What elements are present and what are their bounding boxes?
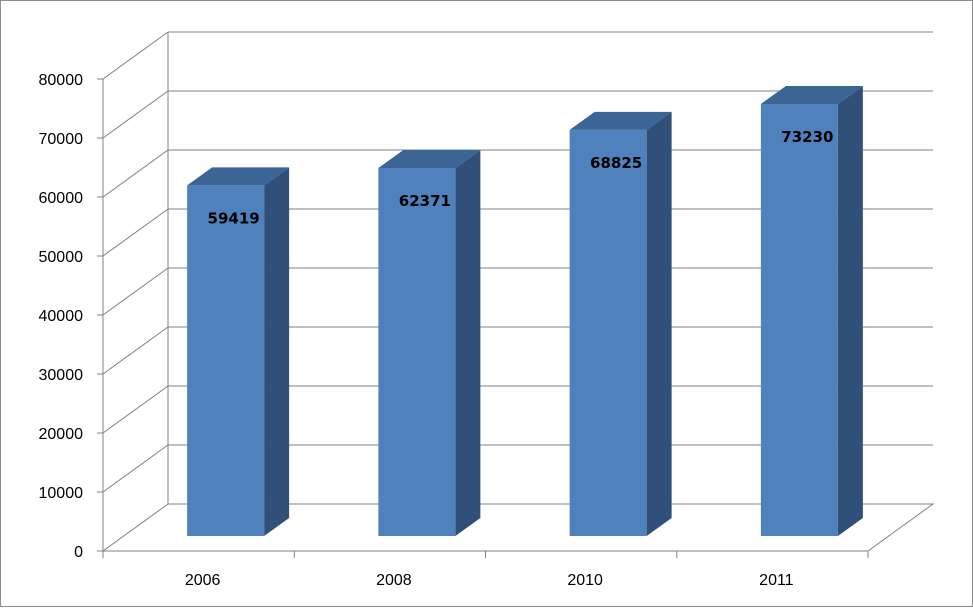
bar-front: [569, 129, 647, 536]
side-wall-gridline: [102, 90, 169, 139]
side-wall-gridline: [102, 444, 169, 493]
bar-2011: 73230: [760, 85, 863, 537]
data-label: 68825: [590, 154, 642, 172]
bar-side: [455, 150, 481, 536]
data-label: 62371: [399, 192, 451, 210]
bar-front: [760, 103, 838, 537]
side-wall-gridline: [102, 149, 169, 198]
side-wall-gridline: [102, 503, 169, 552]
bar-front: [378, 168, 456, 536]
y-tick-label: 10000: [39, 485, 84, 502]
x-tick-label: 2011: [759, 572, 794, 589]
y-tick-label: 80000: [39, 72, 84, 89]
x-tick-label: 2008: [376, 572, 412, 589]
data-label: 73230: [781, 128, 833, 146]
bars: 59419 62371 68825 73230: [187, 85, 863, 537]
bar-2006: 59419: [187, 167, 290, 536]
side-wall-gridline: [102, 267, 169, 316]
side-wall-gridline: [102, 31, 169, 80]
y-tick-label: 40000: [39, 308, 84, 325]
side-wall-gridline: [102, 208, 169, 257]
bar-side: [837, 85, 863, 537]
bar-side: [264, 167, 290, 536]
y-tick-label: 20000: [39, 426, 84, 443]
bar-front: [187, 185, 265, 536]
bar-top: [378, 150, 481, 169]
axes: [97, 78, 869, 558]
y-tick-label: 70000: [39, 131, 84, 148]
y-tick-label: 50000: [39, 249, 84, 266]
side-wall-gridline: [102, 326, 169, 375]
bar-top: [187, 167, 290, 186]
bar-top: [760, 85, 863, 104]
x-tick-label: 2010: [567, 572, 603, 589]
bar-2010: 68825: [569, 111, 672, 537]
bar-2008: 62371: [378, 150, 481, 536]
bar-top: [569, 111, 672, 130]
y-tick-label: 0: [74, 544, 83, 561]
side-wall-gridline: [102, 385, 169, 434]
x-tick-label: 2006: [185, 572, 221, 589]
y-tick-label: 60000: [39, 190, 84, 207]
bar-side: [646, 111, 672, 537]
y-tick-label: 30000: [39, 367, 84, 384]
data-label: 59419: [208, 209, 260, 227]
tick-labels: 0 10000 20000 30000 40000 50000 60000 70000 8000…: [39, 72, 794, 589]
